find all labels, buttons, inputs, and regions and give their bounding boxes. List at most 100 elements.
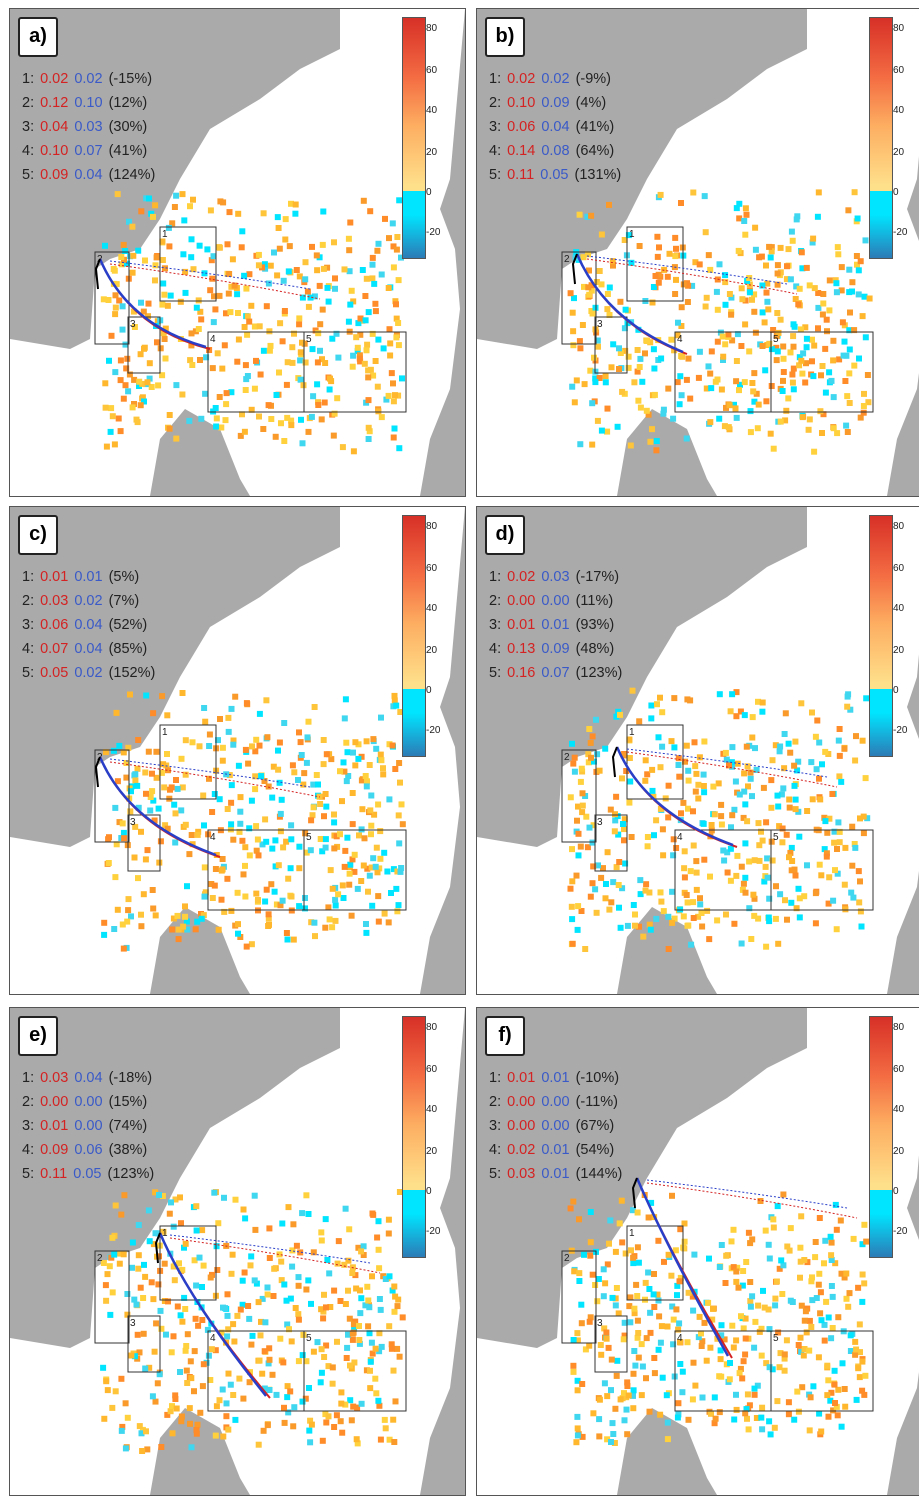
- anomaly-cell: [129, 404, 136, 411]
- anomaly-cell: [828, 1335, 835, 1342]
- anomaly-cell: [108, 332, 115, 339]
- anomaly-cell: [844, 703, 851, 710]
- anomaly-cell: [717, 1356, 724, 1363]
- anomaly-cell: [720, 357, 726, 363]
- anomaly-cell: [812, 1254, 819, 1261]
- anomaly-cell: [355, 1244, 362, 1251]
- anomaly-cell: [820, 411, 827, 418]
- anomaly-cell: [252, 786, 259, 793]
- anomaly-cell: [268, 416, 275, 422]
- anomaly-cell: [208, 881, 215, 887]
- anomaly-cell: [310, 1249, 317, 1256]
- anomaly-cell: [676, 401, 683, 408]
- track-blue: [635, 1177, 730, 1357]
- anomaly-cell: [612, 1295, 619, 1302]
- anomaly-cell: [634, 368, 641, 375]
- anomaly-cell: [857, 815, 863, 822]
- anomaly-cell: [228, 799, 235, 806]
- anomaly-cell: [386, 1436, 393, 1443]
- anomaly-cell: [395, 342, 402, 349]
- anomaly-cell: [671, 744, 678, 751]
- anomaly-cell: [242, 893, 249, 900]
- anomaly-cell: [574, 817, 580, 824]
- anomaly-cell: [731, 401, 737, 408]
- stat-row: 3: 0.04 0.03 (30%): [22, 115, 155, 139]
- region-box: [94, 251, 130, 345]
- anomaly-cell: [749, 793, 755, 800]
- stat-region: 4:: [22, 641, 35, 657]
- anomaly-cell: [334, 1338, 340, 1345]
- anomaly-cell: [130, 252, 137, 259]
- anomaly-cell: [305, 303, 312, 310]
- anomaly-cell: [603, 1329, 610, 1336]
- anomaly-cell: [221, 342, 228, 349]
- anomaly-cell: [266, 1225, 273, 1232]
- anomaly-cell: [759, 282, 766, 289]
- anomaly-cell: [140, 1295, 147, 1301]
- anomaly-cell: [691, 1251, 698, 1258]
- anomaly-cell: [329, 924, 336, 931]
- anomaly-cell: [723, 404, 729, 411]
- anomaly-cell: [865, 399, 872, 406]
- anomaly-cell: [173, 192, 180, 199]
- anomaly-cell: [364, 865, 371, 872]
- anomaly-cell: [135, 1252, 142, 1259]
- anomaly-cell: [211, 293, 217, 300]
- anomaly-cell: [674, 1414, 681, 1421]
- anomaly-cell: [142, 257, 148, 264]
- anomaly-cell: [253, 890, 260, 897]
- anomaly-cell: [589, 733, 596, 740]
- land-europe-africa: [420, 507, 465, 994]
- anomaly-cell: [365, 397, 372, 404]
- map-panel: 1 2 3 4 5 a) 1: 0.02 0.02 (-15%) 2: 0.12 0.10 (12%) 3:…: [9, 8, 466, 497]
- anomaly-cell: [593, 279, 600, 285]
- anomaly-cell: [740, 880, 747, 887]
- anomaly-cell: [293, 267, 300, 273]
- region-number: 4: [210, 1333, 216, 1344]
- anomaly-cell: [302, 830, 309, 837]
- anomaly-cell: [123, 760, 130, 766]
- anomaly-cell: [733, 713, 740, 720]
- anomaly-cell: [570, 1362, 577, 1369]
- anomaly-cell: [696, 348, 703, 355]
- anomaly-cell: [202, 390, 209, 397]
- anomaly-cell: [207, 1377, 214, 1383]
- anomaly-cell: [772, 742, 779, 749]
- anomaly-cell: [613, 713, 620, 720]
- anomaly-cell: [808, 759, 815, 766]
- anomaly-cell: [738, 343, 745, 349]
- anomaly-cell: [775, 940, 782, 947]
- anomaly-cell: [823, 316, 830, 323]
- anomaly-cell: [643, 1335, 650, 1342]
- anomaly-cell: [306, 1385, 312, 1391]
- anomaly-cell: [690, 189, 697, 196]
- anomaly-cell: [368, 822, 375, 829]
- anomaly-cell: [816, 861, 823, 868]
- anomaly-cell: [242, 387, 249, 393]
- anomaly-cell: [396, 1189, 403, 1195]
- region-box: [561, 1250, 597, 1344]
- anomaly-cell: [289, 1263, 296, 1270]
- anomaly-cell: [724, 869, 731, 876]
- anomaly-cell: [723, 756, 730, 763]
- anomaly-cell: [674, 1292, 680, 1299]
- anomaly-cell: [634, 1293, 641, 1299]
- stat-blue-value: 0.04: [541, 119, 570, 135]
- anomaly-cell: [196, 1254, 203, 1261]
- anomaly-cell: [675, 762, 682, 768]
- anomaly-cell: [201, 864, 208, 871]
- anomaly-cell: [370, 855, 377, 862]
- anomaly-cell: [385, 392, 392, 399]
- anomaly-cell: [586, 291, 593, 298]
- track-dotted-red: [169, 1237, 381, 1274]
- anomaly-cell: [796, 354, 803, 361]
- anomaly-cell: [777, 316, 784, 323]
- anomaly-cell: [257, 371, 264, 378]
- anomaly-cell: [823, 850, 830, 857]
- anomaly-cell: [626, 799, 633, 806]
- anomaly-cell: [841, 338, 848, 345]
- anomaly-cell: [152, 912, 159, 919]
- anomaly-cell: [296, 729, 302, 736]
- anomaly-cell: [324, 264, 331, 271]
